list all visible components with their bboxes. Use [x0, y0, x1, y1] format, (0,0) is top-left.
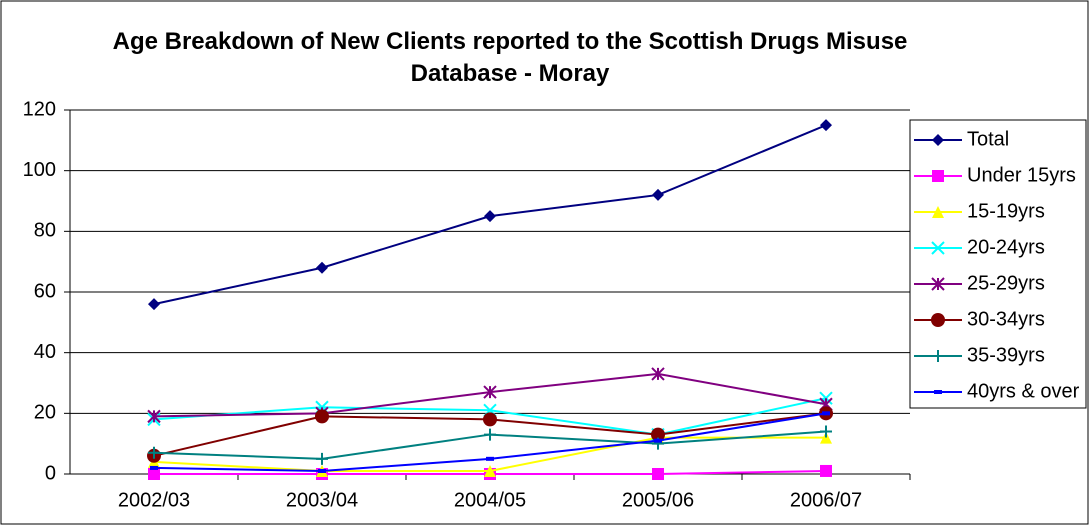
marker	[150, 465, 158, 470]
marker	[316, 261, 328, 274]
marker	[931, 313, 945, 327]
marker	[932, 134, 944, 146]
marker	[931, 277, 945, 291]
marker	[318, 468, 326, 473]
marker	[148, 446, 160, 459]
marker	[932, 170, 944, 182]
marker	[483, 412, 497, 427]
marker	[820, 464, 832, 477]
y-tick-label: 80	[34, 220, 56, 242]
x-tick-label: 2005/06	[622, 489, 694, 511]
marker	[484, 428, 496, 441]
marker	[652, 468, 664, 480]
legend-box	[909, 119, 1087, 409]
marker	[819, 391, 833, 405]
marker	[932, 350, 944, 362]
legend-label: 40yrs & over	[967, 380, 1080, 402]
marker	[484, 464, 496, 477]
chart-title: Age Breakdown of New Clients reported to…	[112, 28, 908, 87]
x-tick-label: 2002/03	[118, 489, 190, 511]
marker	[652, 188, 664, 201]
marker	[651, 367, 665, 381]
y-tick-label: 100	[23, 159, 56, 181]
marker	[820, 431, 832, 444]
marker	[148, 298, 160, 311]
legend-label: 20-24yrs	[967, 236, 1045, 258]
x-tick-label: 2004/05	[454, 489, 526, 511]
marker	[483, 385, 497, 399]
x-tick-label: 2003/04	[286, 489, 358, 511]
y-tick-label: 20	[34, 402, 56, 424]
marker	[820, 119, 832, 132]
marker	[651, 427, 665, 442]
marker	[654, 438, 662, 443]
marker	[148, 468, 160, 480]
y-tick-label: 0	[45, 462, 56, 484]
marker	[315, 409, 329, 424]
marker	[147, 409, 161, 424]
y-tick-label: 120	[23, 98, 56, 120]
marker	[484, 210, 496, 223]
legend-label: 30-34yrs	[967, 308, 1045, 330]
legend-label: 25-29yrs	[967, 272, 1045, 294]
x-tick-label: 2006/07	[790, 489, 862, 511]
marker	[316, 452, 328, 465]
marker	[932, 206, 944, 218]
y-tick-label: 40	[34, 341, 56, 363]
marker	[931, 241, 945, 255]
legend-label: 15-19yrs	[967, 200, 1045, 222]
legend-label: 35-39yrs	[967, 344, 1045, 366]
legend-label: Total	[967, 128, 1009, 150]
y-tick-label: 60	[34, 280, 56, 302]
legend-label: Under 15yrs	[967, 164, 1076, 186]
marker	[934, 390, 942, 394]
marker	[822, 411, 830, 416]
marker	[820, 425, 832, 438]
marker	[486, 456, 494, 461]
